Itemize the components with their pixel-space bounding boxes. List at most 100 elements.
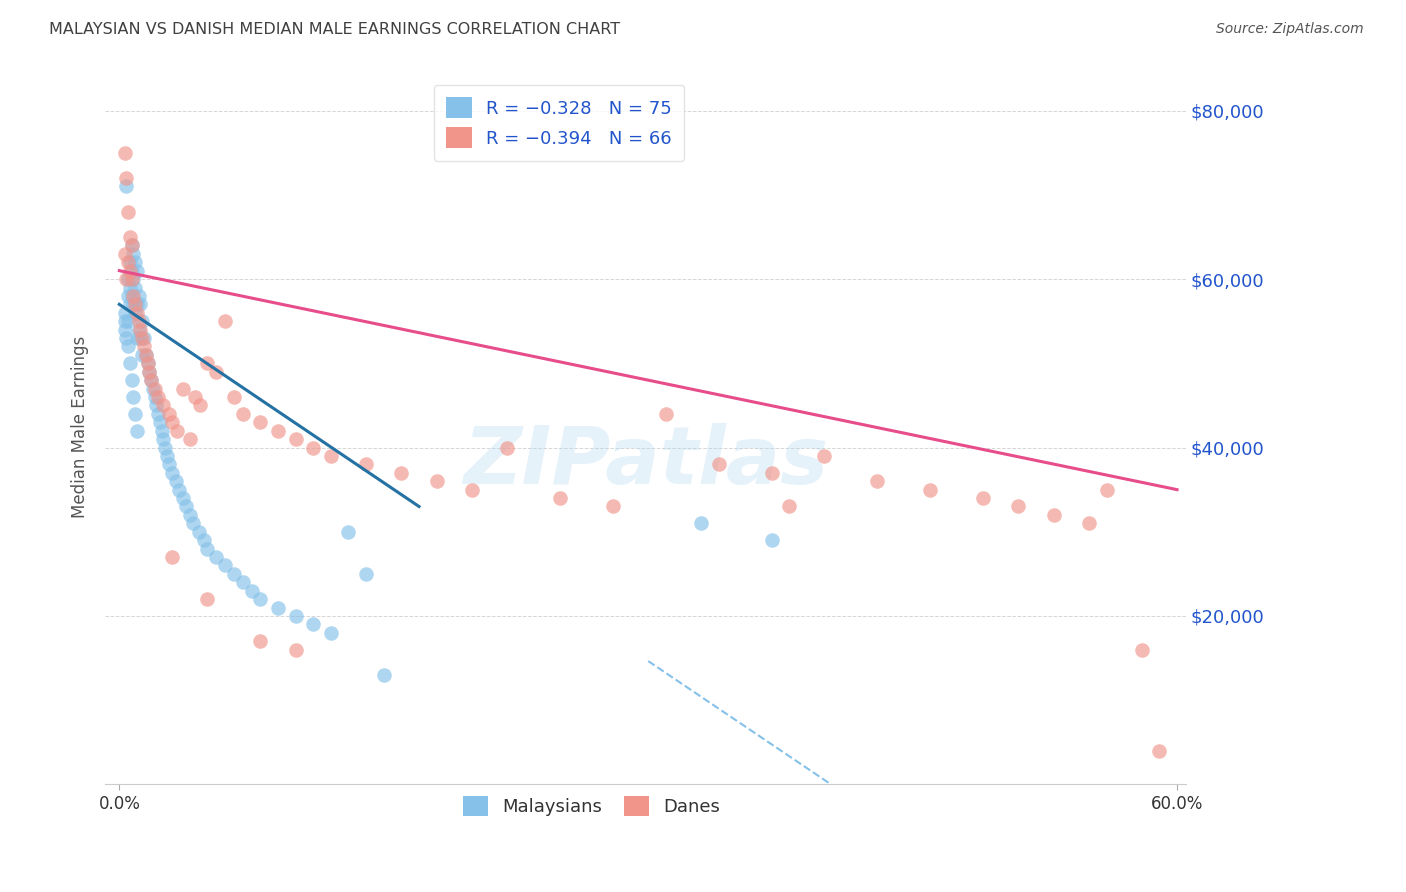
Point — [1042, 508, 1064, 522]
Point — [249, 415, 271, 429]
Point — [187, 524, 209, 539]
Point — [1095, 483, 1118, 497]
Point — [761, 533, 783, 548]
Point — [138, 365, 160, 379]
Point — [214, 314, 236, 328]
Point — [156, 449, 179, 463]
Point — [117, 255, 139, 269]
Point — [920, 483, 942, 497]
Point — [131, 314, 153, 328]
Point — [205, 365, 228, 379]
Point — [118, 356, 141, 370]
Point — [778, 500, 800, 514]
Point — [121, 373, 143, 387]
Point — [165, 474, 187, 488]
Point — [197, 592, 219, 607]
Point — [118, 280, 141, 294]
Point — [222, 390, 245, 404]
Point — [972, 491, 994, 505]
Point — [373, 668, 395, 682]
Point — [129, 331, 152, 345]
Point — [117, 289, 139, 303]
Point — [389, 466, 412, 480]
Point — [132, 331, 155, 345]
Point — [302, 441, 325, 455]
Point — [143, 390, 166, 404]
Point — [205, 549, 228, 564]
Point — [249, 592, 271, 607]
Point — [866, 474, 889, 488]
Point — [142, 382, 165, 396]
Point — [115, 331, 138, 345]
Point — [149, 415, 172, 429]
Point — [128, 323, 150, 337]
Point — [707, 458, 730, 472]
Point — [135, 348, 157, 362]
Point — [197, 541, 219, 556]
Point — [1149, 744, 1171, 758]
Point — [125, 306, 148, 320]
Point — [354, 458, 377, 472]
Point — [115, 179, 138, 194]
Point — [150, 424, 173, 438]
Point — [354, 566, 377, 581]
Point — [122, 272, 145, 286]
Point — [114, 323, 136, 337]
Point — [117, 339, 139, 353]
Point — [172, 491, 194, 505]
Point — [214, 558, 236, 573]
Point — [602, 500, 624, 514]
Point — [284, 642, 307, 657]
Point — [121, 238, 143, 252]
Point — [152, 399, 174, 413]
Point — [284, 432, 307, 446]
Point — [179, 432, 201, 446]
Point — [160, 549, 183, 564]
Point — [124, 297, 146, 311]
Point — [114, 145, 136, 160]
Point — [461, 483, 484, 497]
Point — [160, 415, 183, 429]
Point — [139, 373, 162, 387]
Point — [172, 382, 194, 396]
Text: ZIPatlas: ZIPatlas — [463, 424, 828, 501]
Point — [135, 348, 157, 362]
Point — [176, 500, 198, 514]
Point — [115, 171, 138, 186]
Point — [114, 306, 136, 320]
Point — [179, 508, 201, 522]
Point — [232, 575, 254, 590]
Point — [690, 516, 713, 531]
Point — [114, 247, 136, 261]
Point — [121, 272, 143, 286]
Point — [122, 390, 145, 404]
Point — [125, 263, 148, 277]
Point — [114, 314, 136, 328]
Text: MALAYSIAN VS DANISH MEDIAN MALE EARNINGS CORRELATION CHART: MALAYSIAN VS DANISH MEDIAN MALE EARNINGS… — [49, 22, 620, 37]
Point — [121, 289, 143, 303]
Point — [232, 407, 254, 421]
Point — [284, 609, 307, 624]
Point — [1077, 516, 1099, 531]
Point — [125, 331, 148, 345]
Text: Source: ZipAtlas.com: Source: ZipAtlas.com — [1216, 22, 1364, 37]
Point — [117, 314, 139, 328]
Point — [267, 600, 290, 615]
Point — [118, 230, 141, 244]
Point — [145, 399, 167, 413]
Point — [152, 432, 174, 446]
Point — [121, 263, 143, 277]
Point — [222, 566, 245, 581]
Point — [190, 399, 212, 413]
Point — [125, 297, 148, 311]
Point — [183, 516, 205, 531]
Point — [1007, 500, 1029, 514]
Point — [267, 424, 290, 438]
Point — [157, 407, 180, 421]
Point — [128, 289, 150, 303]
Legend: Malaysians, Danes: Malaysians, Danes — [454, 787, 730, 825]
Point — [124, 280, 146, 294]
Point — [1130, 642, 1153, 657]
Point — [157, 458, 180, 472]
Point — [118, 263, 141, 277]
